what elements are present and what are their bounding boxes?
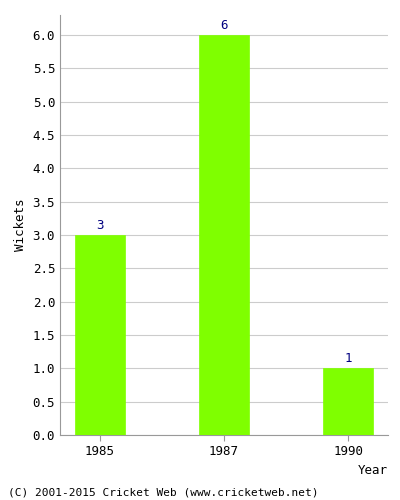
Text: 1: 1 [344,352,352,365]
Y-axis label: Wickets: Wickets [14,198,27,251]
Text: Year: Year [358,464,388,477]
Text: 3: 3 [96,218,104,232]
Bar [323,368,373,435]
Text: (C) 2001-2015 Cricket Web (www.cricketweb.net): (C) 2001-2015 Cricket Web (www.cricketwe… [8,488,318,498]
Bar [75,235,125,435]
Text: 6: 6 [220,18,228,32]
Bar [199,35,249,435]
